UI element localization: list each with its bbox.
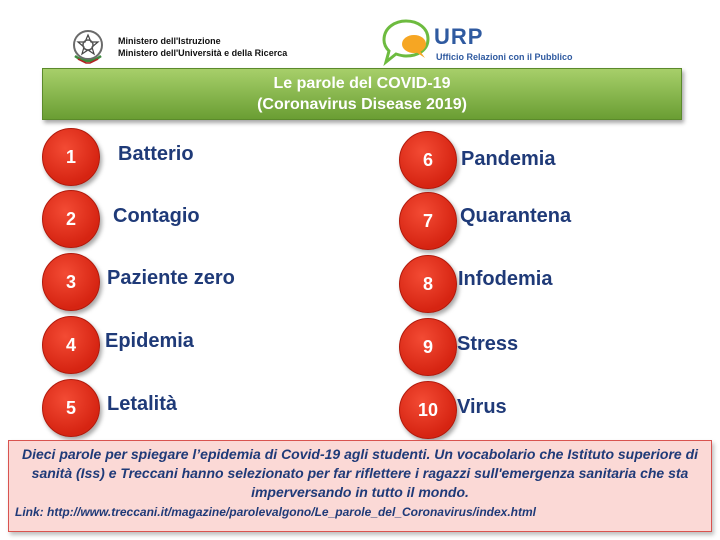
banner-title: Le parole del COVID-19 <box>273 75 451 92</box>
number-badge: 4 <box>42 316 100 374</box>
speech-bubbles-icon <box>382 19 430 66</box>
urp-title: URP <box>434 24 484 49</box>
number-badge: 7 <box>399 192 457 250</box>
source-link[interactable]: Link: http://www.treccani.it/magazine/pa… <box>15 505 536 519</box>
banner-subtitle: (Coronavirus Disease 2019) <box>257 96 467 113</box>
number-badge: 6 <box>399 131 457 189</box>
word-label: Pandemia <box>461 148 556 170</box>
word-label: Stress <box>457 333 519 355</box>
number-badge: 1 <box>42 128 100 186</box>
number-badge: 5 <box>42 379 100 437</box>
word-label: Epidemia <box>105 330 194 352</box>
word-label: Virus <box>457 396 507 418</box>
number-badge: 8 <box>399 255 457 313</box>
italian-emblem-icon <box>73 30 103 64</box>
word-label: Contagio <box>113 205 200 227</box>
ministry-line-1: Ministero dell'Istruzione <box>118 36 221 46</box>
ministry-line-2: Ministero dell'Università e della Ricerc… <box>118 48 288 58</box>
word-label: Paziente zero <box>107 267 235 289</box>
note-text: Dieci parole per spiegare l’epidemia di … <box>21 446 699 500</box>
urp-subtitle: Ufficio Relazioni con il Pubblico <box>436 52 573 62</box>
number-badge: 10 <box>399 381 457 439</box>
word-label: Quarantena <box>460 205 572 227</box>
ministry-logo: Ministero dell'Istruzione Ministero dell… <box>66 26 326 66</box>
number-badge: 9 <box>399 318 457 376</box>
word-label: Infodemia <box>458 268 553 290</box>
number-badge: 2 <box>42 190 100 248</box>
number-badge: 3 <box>42 253 100 311</box>
description-note: Dieci parole per spiegare l’epidemia di … <box>8 440 712 532</box>
urp-logo: URP Ufficio Relazioni con il Pubblico <box>378 18 578 66</box>
word-label: Batterio <box>118 143 194 165</box>
title-banner: Le parole del COVID-19 (Coronavirus Dise… <box>42 68 682 120</box>
word-label: Letalità <box>107 393 178 415</box>
